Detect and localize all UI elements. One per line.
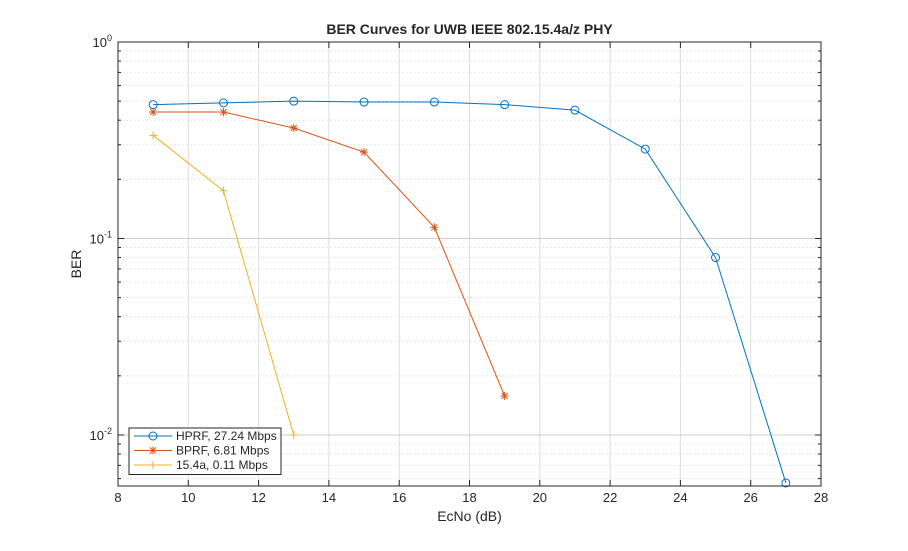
data-point-circle: [781, 478, 791, 488]
data-point-asterisk: [360, 148, 369, 157]
legend-label: HPRF, 27.24 Mbps: [176, 429, 277, 443]
data-point-circle: [500, 100, 510, 110]
data-point-circle: [148, 431, 158, 441]
x-tick-label: 12: [251, 490, 265, 505]
x-tick-label: 26: [743, 490, 757, 505]
x-axis-label: EcNo (dB): [437, 508, 502, 524]
data-point-plus: [149, 461, 157, 469]
data-point-plus: [149, 131, 158, 140]
data-point-asterisk: [149, 446, 157, 455]
x-tick-label: 14: [322, 490, 336, 505]
series-2: [149, 108, 509, 400]
data-point-circle: [429, 97, 439, 107]
data-point-asterisk: [500, 391, 509, 400]
legend-label: 15.4a, 0.11 Mbps: [176, 458, 268, 472]
plot-area: [148, 96, 791, 488]
y-tick-label: 10-2: [90, 426, 112, 443]
series-line: [153, 111, 506, 397]
data-point-plus: [289, 430, 298, 439]
series-1: [148, 96, 791, 488]
series-3: [149, 131, 298, 439]
data-point-plus: [219, 186, 228, 195]
x-tick-label: 16: [392, 490, 406, 505]
y-tick-label: 100: [93, 33, 112, 50]
x-tick-label: 10: [181, 490, 195, 505]
data-point-asterisk: [289, 124, 298, 133]
y-tick-label: 10-1: [90, 229, 112, 246]
chart-title: BER Curves for UWB IEEE 802.15.4a/z PHY: [326, 21, 613, 37]
y-axis-label: BER: [68, 250, 84, 279]
data-point-circle: [711, 253, 721, 263]
data-point-asterisk: [219, 108, 228, 117]
x-tick-label: 24: [673, 490, 687, 505]
series-line: [153, 100, 787, 484]
data-point-circle: [570, 105, 580, 115]
data-point-asterisk: [149, 108, 158, 117]
x-tick-label: 28: [814, 490, 828, 505]
data-point-circle: [218, 98, 228, 108]
data-point-circle: [359, 97, 369, 107]
x-tick-label: 8: [114, 490, 121, 505]
legend-entry-3: 15.4a, 0.11 Mbps: [134, 458, 268, 472]
legend-label: BPRF, 6.81 Mbps: [176, 444, 269, 458]
data-point-circle: [289, 96, 299, 106]
x-tick-label: 18: [462, 490, 476, 505]
data-point-asterisk: [430, 223, 439, 232]
x-tick-label: 22: [603, 490, 617, 505]
x-tick-label: 20: [533, 490, 547, 505]
legend-entry-1: HPRF, 27.24 Mbps: [134, 429, 277, 443]
legend-entry-2: BPRF, 6.81 Mbps: [134, 444, 269, 458]
axis-ticks: 8 10 12 14 16 18 20 22 24 26 28 10-2 10-1 100: [90, 33, 829, 505]
data-point-circle: [640, 144, 650, 154]
